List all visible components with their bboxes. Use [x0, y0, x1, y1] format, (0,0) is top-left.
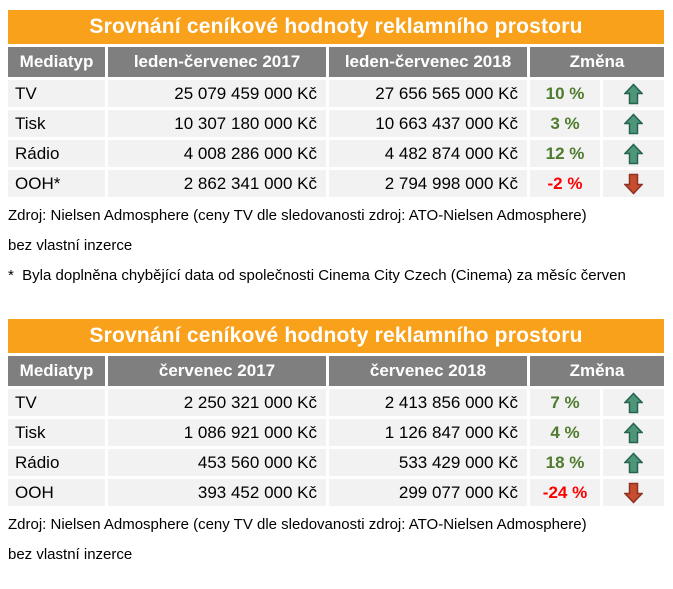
column-header-mediatyp: Mediatyp — [8, 47, 105, 77]
up-arrow-icon — [624, 142, 643, 164]
cell-change-percent: -24 % — [530, 479, 600, 506]
column-header-mediatyp: Mediatyp — [8, 356, 105, 386]
price-table-month: Srovnání ceníkové hodnoty reklamního pro… — [8, 319, 664, 564]
column-header-period1: červenec 2017 — [108, 356, 326, 386]
cell-change-arrow — [603, 419, 664, 446]
cell-value-period2: 2 413 856 000 Kč — [329, 389, 527, 416]
cell-change-percent: 12 % — [530, 140, 600, 167]
source-note: Zdroj: Nielsen Admosphere (ceny TV dle s… — [8, 516, 587, 533]
cell-value-period2: 533 429 000 Kč — [329, 449, 527, 476]
cell-mediatype: Tisk — [8, 419, 105, 446]
cell-value-period1: 2 862 341 000 Kč — [108, 170, 326, 197]
table-grid-month: Srovnání ceníkové hodnoty reklamního pro… — [8, 319, 664, 506]
cell-change-percent: 7 % — [530, 389, 600, 416]
cell-mediatype: TV — [8, 389, 105, 416]
column-header-period1: leden-červenec 2017 — [108, 47, 326, 77]
cell-change-arrow — [603, 140, 664, 167]
cell-value-period2: 4 482 874 000 Kč — [329, 140, 527, 167]
cell-change-arrow — [603, 479, 664, 506]
cell-change-arrow — [603, 110, 664, 137]
up-arrow-icon — [624, 82, 643, 104]
exclusion-note: bez vlastní inzerce — [8, 546, 133, 563]
table-grid-ytd: Srovnání ceníkové hodnoty reklamního pro… — [8, 10, 664, 197]
price-table-ytd: Srovnání ceníkové hodnoty reklamního pro… — [8, 10, 664, 285]
down-arrow-icon — [624, 173, 643, 195]
cell-value-period1: 10 307 180 000 Kč — [108, 110, 326, 137]
source-note: Zdroj: Nielsen Admosphere (ceny TV dle s… — [8, 207, 587, 224]
column-header-period2: červenec 2018 — [329, 356, 527, 386]
cell-value-period1: 1 086 921 000 Kč — [108, 419, 326, 446]
cell-change-arrow — [603, 449, 664, 476]
page: Srovnání ceníkové hodnoty reklamního pro… — [8, 10, 664, 564]
cell-value-period2: 10 663 437 000 Kč — [329, 110, 527, 137]
cell-change-percent: 3 % — [530, 110, 600, 137]
cell-change-arrow — [603, 389, 664, 416]
exclusion-note: bez vlastní inzerce — [8, 237, 133, 254]
up-arrow-icon — [624, 112, 643, 134]
cell-mediatype: OOH — [8, 479, 105, 506]
cell-value-period1: 25 079 459 000 Kč — [108, 80, 326, 107]
table-notes: Zdroj: Nielsen Admosphere (ceny TV dle s… — [8, 515, 664, 564]
cell-change-percent: 18 % — [530, 449, 600, 476]
up-arrow-icon — [624, 421, 643, 443]
table-title: Srovnání ceníkové hodnoty reklamního pro… — [8, 319, 664, 353]
cell-value-period1: 393 452 000 Kč — [108, 479, 326, 506]
cell-mediatype: Tisk — [8, 110, 105, 137]
cell-change-percent: 4 % — [530, 419, 600, 446]
cell-value-period1: 4 008 286 000 Kč — [108, 140, 326, 167]
cell-mediatype: OOH* — [8, 170, 105, 197]
column-header-period2: leden-červenec 2018 — [329, 47, 527, 77]
cell-value-period1: 453 560 000 Kč — [108, 449, 326, 476]
cell-value-period2: 299 077 000 Kč — [329, 479, 527, 506]
cell-mediatype: Rádio — [8, 449, 105, 476]
cell-value-period1: 2 250 321 000 Kč — [108, 389, 326, 416]
cell-value-period2: 2 794 998 000 Kč — [329, 170, 527, 197]
cell-mediatype: Rádio — [8, 140, 105, 167]
cell-mediatype: TV — [8, 80, 105, 107]
table-notes: Zdroj: Nielsen Admosphere (ceny TV dle s… — [8, 206, 664, 285]
up-arrow-icon — [624, 451, 643, 473]
column-header-change: Změna — [530, 356, 664, 386]
table-title: Srovnání ceníkové hodnoty reklamního pro… — [8, 10, 664, 44]
cell-change-percent: 10 % — [530, 80, 600, 107]
column-header-change: Změna — [530, 47, 664, 77]
up-arrow-icon — [624, 391, 643, 413]
down-arrow-icon — [624, 482, 643, 504]
cell-value-period2: 27 656 565 000 Kč — [329, 80, 527, 107]
cell-change-percent: -2 % — [530, 170, 600, 197]
cell-value-period2: 1 126 847 000 Kč — [329, 419, 527, 446]
asterisk-note: * Byla doplněna chybějící data od společ… — [8, 267, 626, 284]
cell-change-arrow — [603, 80, 664, 107]
cell-change-arrow — [603, 170, 664, 197]
